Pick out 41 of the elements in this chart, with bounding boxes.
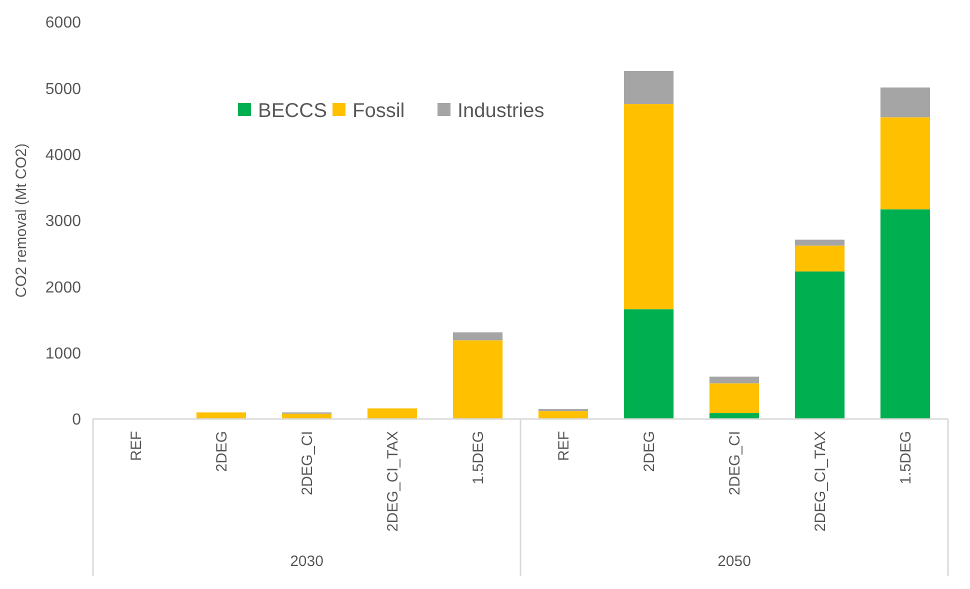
bar [624, 104, 674, 310]
y-tick-label: 0 [72, 412, 82, 429]
bar [794, 240, 845, 246]
y-tick-label: 5000 [45, 80, 82, 98]
y-tick-label: 6000 [45, 14, 82, 32]
legend-label: Fossil [352, 100, 405, 122]
bar [367, 408, 418, 419]
legend-label: BECCS [258, 100, 327, 122]
x-tick-label: 2DEG [214, 431, 230, 472]
x-tick-label: REF [556, 431, 572, 461]
y-tick-label: 2000 [45, 279, 82, 296]
x-tick-label: 2DEG_CI [726, 431, 744, 496]
y-tick-label: 4000 [45, 146, 82, 164]
y-tick-label: 1000 [45, 345, 82, 362]
x-tick-label: 2DEG_CI_TAX [812, 431, 829, 532]
x-tick-label: REF [128, 431, 145, 461]
bar [452, 332, 503, 340]
x-tick-label: 2DEG_CI_TAX [384, 431, 402, 532]
bar [282, 414, 332, 419]
x-tick-label: 2DEG_CI [299, 431, 316, 496]
y-tick-label: 3000 [45, 213, 82, 230]
bar [538, 411, 588, 419]
bar [624, 309, 674, 419]
bar [880, 209, 930, 419]
text: 2030 [290, 553, 324, 570]
y-axis-title: CO2 removal (Mt CO2) [13, 143, 30, 298]
bar [709, 376, 760, 384]
bar [196, 412, 246, 419]
bar [794, 271, 845, 419]
text: 2050 [718, 553, 751, 570]
x-tick-label: 1.5DEG [470, 431, 487, 484]
bar [880, 88, 930, 118]
legend-label: Industries [458, 100, 544, 122]
bar [709, 383, 760, 414]
x-tick-label: 1.5DEG [898, 431, 914, 484]
bar [452, 340, 503, 419]
bar [624, 70, 674, 104]
bar [880, 117, 930, 210]
bar [709, 413, 760, 419]
x-tick-label: 2DEG [641, 431, 658, 472]
bar [794, 246, 845, 272]
